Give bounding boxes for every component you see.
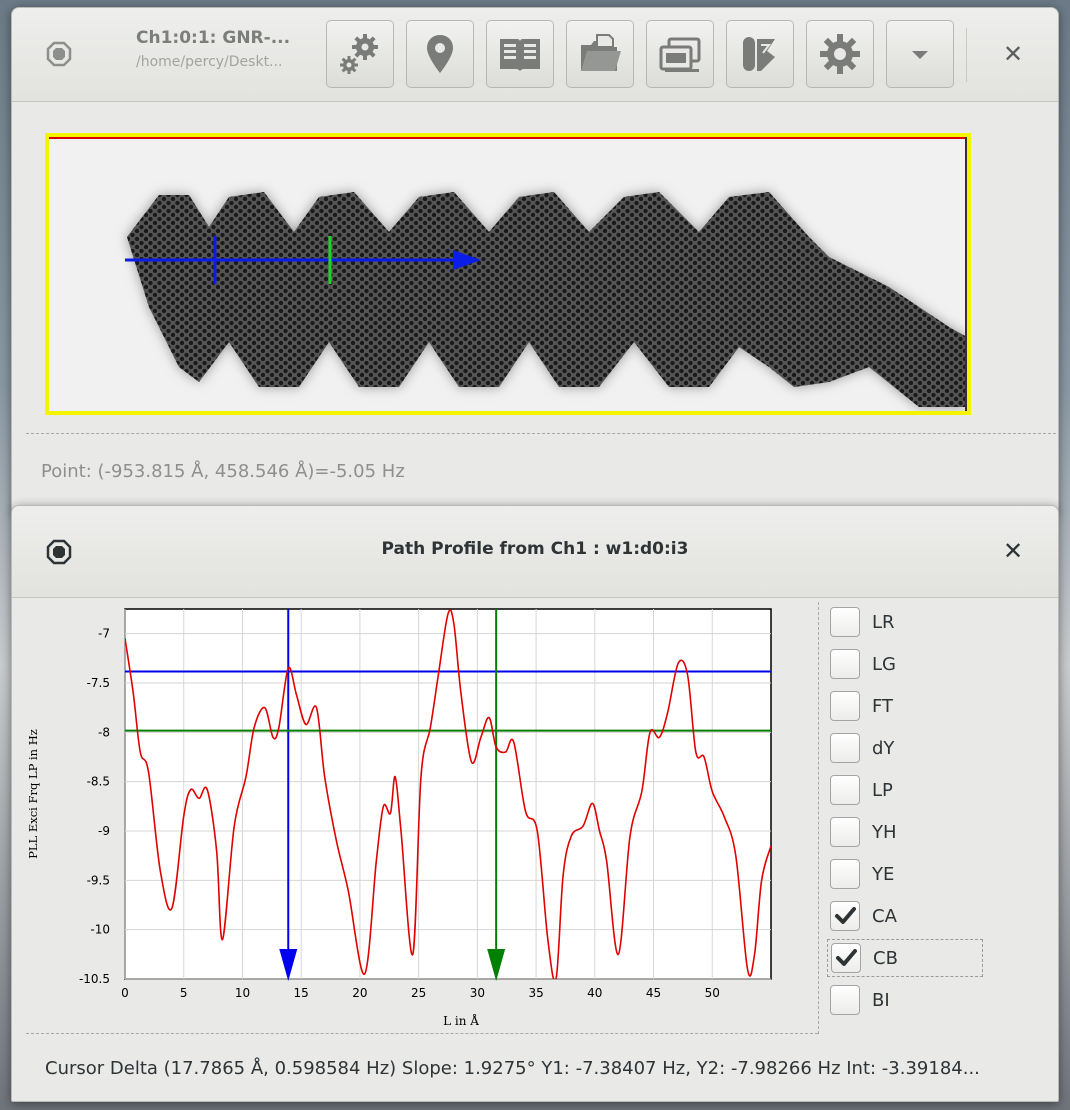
checkbox-yh[interactable]: YH — [827, 813, 983, 851]
settings-gear-button[interactable] — [806, 20, 874, 88]
checkbox-box[interactable] — [830, 607, 860, 637]
y-tick-label: -10 — [90, 923, 110, 937]
x-tick-label: 20 — [352, 986, 367, 1000]
profile-window-title: Path Profile from Ch1 : w1:d0:i3 — [381, 539, 689, 559]
gear-icon — [820, 34, 860, 74]
x-tick-label: 45 — [646, 986, 661, 1000]
probe-tool-button[interactable] — [726, 20, 794, 88]
checkbox-ye[interactable]: YE — [827, 855, 983, 893]
scan-image[interactable] — [49, 137, 967, 411]
checkbox-label: CB — [873, 947, 898, 969]
profile-window-headerbar: Path Profile from Ch1 : w1:d0:i3 ✕ — [12, 506, 1058, 598]
y-tick-label: -8.5 — [87, 775, 110, 789]
checkbox-box[interactable] — [830, 649, 860, 679]
cursor-arrowhead[interactable] — [279, 949, 298, 981]
checkbox-label: LP — [872, 779, 893, 801]
scan-window: Ch1:0:1: GNR-... /home/percy/Deskt... — [11, 7, 1059, 512]
x-tick-label: 5 — [180, 986, 188, 1000]
y-tick-label: -9.5 — [87, 873, 110, 887]
map-pin-icon — [427, 35, 453, 73]
checkbox-box[interactable] — [830, 859, 860, 889]
y-tick-label: -9 — [98, 824, 110, 838]
checkbox-label: LG — [872, 653, 896, 675]
probe-tip-icon — [743, 37, 775, 71]
open-book-icon — [500, 39, 540, 71]
x-tick-label: 50 — [705, 986, 720, 1000]
plot-bottom-divider — [26, 1033, 818, 1034]
folder-open-icon — [581, 34, 621, 71]
checkbox-box[interactable] — [830, 985, 860, 1015]
point-readout: Point: (-953.815 Å, 458.546 Å)=-5.05 Hz — [41, 461, 405, 482]
close-icon[interactable]: ✕ — [1002, 537, 1024, 565]
scan-window-headerbar: Ch1:0:1: GNR-... /home/percy/Deskt... — [12, 8, 1058, 102]
checkbox-dy[interactable]: dY — [827, 729, 983, 767]
plot-divider — [818, 602, 819, 1034]
location-marker-button[interactable] — [406, 20, 474, 88]
profile-window: Path Profile from Ch1 : w1:d0:i3 ✕ 0 5 10 1… — [11, 505, 1059, 1102]
headerbar-separator — [966, 28, 967, 82]
cursor-delta-readout: Cursor Delta (17.7865 Å, 0.598584 Hz) Sl… — [45, 1058, 980, 1079]
checkbox-label: dY — [872, 737, 895, 759]
caret-down-icon — [912, 51, 928, 59]
window-menu-icon[interactable] — [46, 539, 72, 565]
checkbox-box[interactable] — [830, 775, 860, 805]
checkbox-bi[interactable]: BI — [827, 981, 983, 1019]
checkbox-label: CA — [872, 905, 897, 927]
dropdown-menu-button[interactable] — [886, 20, 954, 88]
checkbox-box[interactable] — [831, 943, 861, 973]
x-tick-label: 40 — [587, 986, 602, 1000]
book-view-button[interactable] — [486, 20, 554, 88]
close-icon[interactable]: ✕ — [1002, 40, 1024, 68]
scan-window-subtitle: /home/percy/Deskt... — [136, 54, 283, 70]
profile-plot[interactable]: 0 5 10 15 20 25 30 35 40 45 50 -7 -7.5 -8 -8.5 -9 -9.5 -1… — [12, 601, 820, 1041]
scan-image-frame[interactable] — [45, 133, 971, 415]
y-tick-label: -7 — [98, 627, 110, 641]
cursor-arrowhead[interactable] — [487, 949, 506, 981]
profile-plot-svg[interactable]: 0 5 10 15 20 25 30 35 40 45 50 -7 -7.5 -8 -8.5 -9 -9.5 -1… — [12, 601, 820, 1041]
checkbox-box[interactable] — [830, 817, 860, 847]
y-tick-label: -8 — [98, 725, 110, 739]
x-axis-label: L in Å — [443, 1013, 479, 1028]
profile-path-arrowhead — [453, 250, 481, 270]
checkbox-label: BI — [872, 989, 890, 1011]
plot-area — [124, 608, 772, 980]
checkbox-label: FT — [872, 695, 894, 717]
scan-window-title: Ch1:0:1: GNR-... — [136, 28, 291, 48]
x-tick-label: 35 — [528, 986, 543, 1000]
checkbox-box[interactable] — [830, 691, 860, 721]
checkbox-lr[interactable]: LR — [827, 603, 983, 641]
checkbox-lp[interactable]: LP — [827, 771, 983, 809]
window-stack-button[interactable] — [646, 20, 714, 88]
checkbox-box[interactable] — [830, 901, 860, 931]
checkbox-label: YH — [872, 821, 897, 843]
profile-trace — [125, 609, 771, 979]
x-tick-label: 15 — [294, 986, 309, 1000]
x-tick-label: 30 — [470, 986, 485, 1000]
open-folder-button[interactable] — [566, 20, 634, 88]
windows-stack-icon — [659, 37, 701, 72]
gears-icon — [340, 34, 378, 74]
y-tick-label: -10.5 — [79, 972, 110, 986]
checkbox-label: YE — [872, 863, 895, 885]
checkbox-cb[interactable]: CB — [827, 939, 983, 977]
y-tick-label: -7.5 — [87, 676, 110, 690]
checkbox-label: LR — [872, 611, 895, 633]
scan-window-titles: Ch1:0:1: GNR-... /home/percy/Deskt... — [136, 28, 306, 70]
checkbox-lg[interactable]: LG — [827, 645, 983, 683]
x-tick-label: 25 — [411, 986, 426, 1000]
x-tick-label: 10 — [235, 986, 250, 1000]
preferences-gears-button[interactable] — [326, 20, 394, 88]
y-axis-label: PLL Exci Frq LP in Hz — [26, 729, 40, 859]
x-tick-label: 0 — [121, 986, 129, 1000]
window-menu-icon[interactable] — [46, 41, 72, 67]
checkmark-icon — [836, 949, 857, 966]
scan-window-divider — [26, 433, 1056, 434]
checkmark-icon — [835, 907, 856, 924]
checkbox-box[interactable] — [830, 733, 860, 763]
checkbox-ca[interactable]: CA — [827, 897, 983, 935]
checkbox-ft[interactable]: FT — [827, 687, 983, 725]
